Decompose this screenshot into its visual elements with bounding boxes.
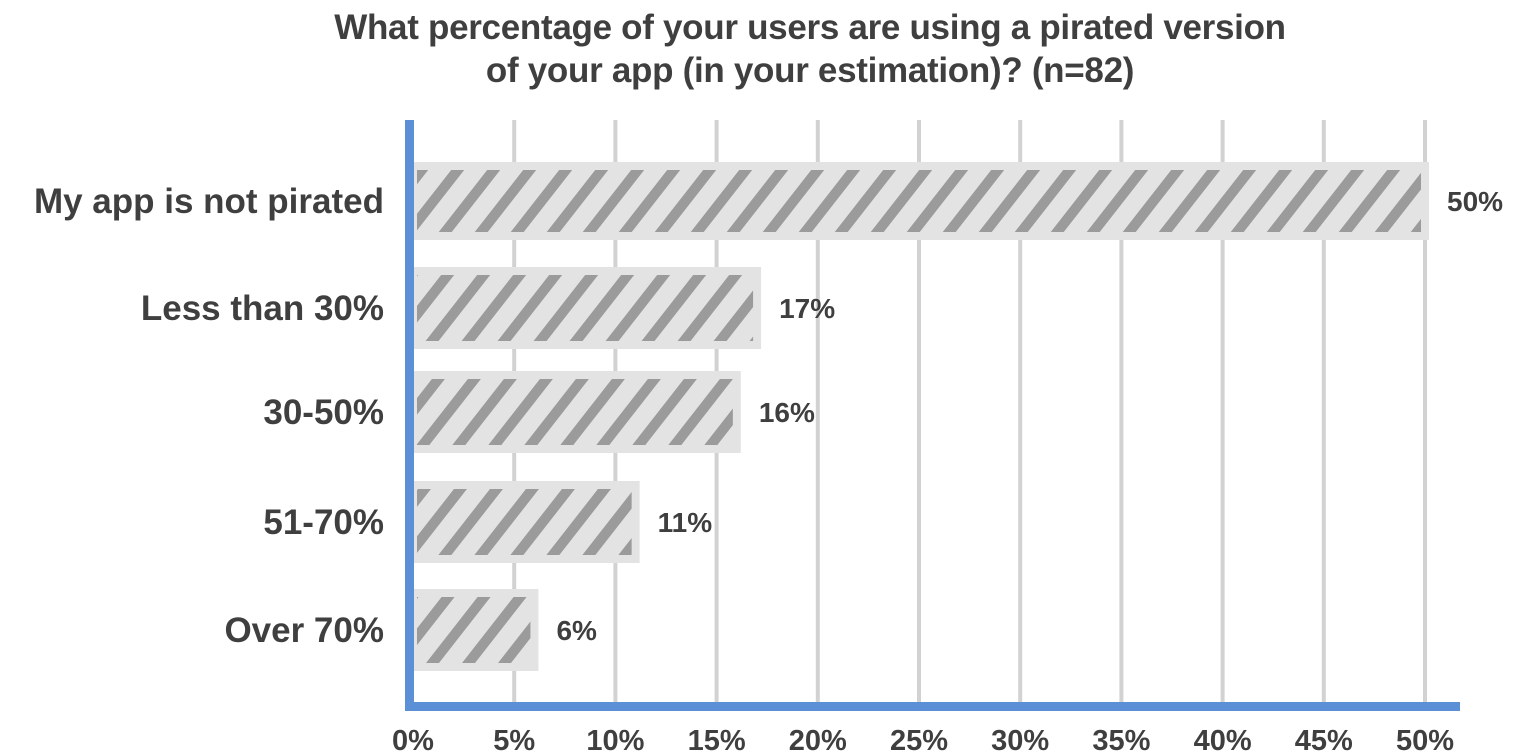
chart-title: What percentage of your users are using … [240, 6, 1380, 92]
x-tick-labels: 0% 5% 10% 15% 20% 25% 30% 35% 40% 45% 50% [392, 725, 1454, 753]
chart-title-line-1: What percentage of your users are using … [334, 8, 1286, 47]
x-tick-label-10: 10% [586, 725, 644, 753]
bar-4 [417, 597, 531, 663]
bar-3 [417, 489, 632, 555]
x-tick-label-0: 0% [392, 725, 434, 753]
bar-2 [417, 379, 733, 445]
x-tick-label-5: 5% [493, 725, 535, 753]
x-tick-label-20: 20% [789, 725, 847, 753]
value-label-0: 50% [1447, 186, 1503, 217]
x-tick-label-15: 15% [688, 725, 746, 753]
x-tick-label-50: 50% [1396, 725, 1454, 753]
x-tick-label-35: 35% [1092, 725, 1150, 753]
category-label-2: 30-50% [263, 393, 384, 432]
axes [405, 120, 1460, 711]
y-axis-line [405, 120, 414, 711]
category-label-0: My app is not pirated [34, 182, 384, 221]
x-tick-label-30: 30% [991, 725, 1049, 753]
value-label-1: 17% [779, 293, 835, 324]
bar-1 [417, 275, 754, 341]
category-label-4: Over 70% [224, 611, 384, 650]
value-labels: 50% 17% 16% 11% 6% [556, 186, 1503, 646]
x-tick-label-25: 25% [890, 725, 948, 753]
chart-title-line-2: of your app (in your estimation)? (n=82) [485, 51, 1135, 90]
value-label-2: 16% [759, 397, 815, 428]
bar-0 [417, 170, 1421, 232]
category-label-3: 51-70% [263, 503, 384, 542]
bars [413, 162, 1429, 671]
x-tick-label-45: 45% [1295, 725, 1353, 753]
category-labels: My app is not pirated Less than 30% 30-50%… [34, 182, 384, 650]
category-label-1: Less than 30% [141, 289, 384, 328]
value-label-4: 6% [556, 615, 597, 646]
x-axis-line [405, 702, 1460, 711]
x-tick-label-40: 40% [1194, 725, 1252, 753]
value-label-3: 11% [658, 507, 713, 538]
